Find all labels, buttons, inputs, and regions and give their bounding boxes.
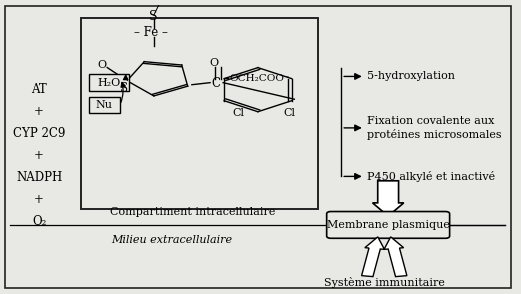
Text: /: /	[154, 4, 158, 17]
Text: H₂O: H₂O	[97, 78, 120, 88]
Text: S: S	[150, 10, 158, 23]
Text: 5-hydroxylation: 5-hydroxylation	[367, 71, 455, 81]
Text: O₂: O₂	[32, 216, 46, 228]
Text: Fixation covalente aux
protéines microsomales: Fixation covalente aux protéines microso…	[367, 116, 502, 140]
Text: Cl: Cl	[233, 108, 245, 118]
FancyBboxPatch shape	[89, 74, 129, 91]
Text: Membrane plasmique: Membrane plasmique	[327, 220, 450, 230]
Text: OCH₂COO⁻: OCH₂COO⁻	[229, 74, 290, 83]
Bar	[81, 18, 318, 209]
Polygon shape	[384, 237, 407, 277]
Text: O: O	[97, 60, 107, 70]
Text: Cl: Cl	[283, 108, 295, 118]
Text: Nu: Nu	[96, 100, 113, 110]
Text: AT: AT	[31, 83, 47, 96]
Text: P450 alkylé et inactivé: P450 alkylé et inactivé	[367, 171, 495, 182]
Polygon shape	[362, 237, 384, 277]
Text: C: C	[212, 77, 221, 90]
Text: CYP 2C9: CYP 2C9	[13, 127, 65, 140]
Text: Système immunitaire: Système immunitaire	[324, 277, 444, 288]
Text: +: +	[34, 149, 44, 162]
Text: – Fe –: – Fe –	[134, 26, 168, 39]
Text: Compartiment intracellulaire: Compartiment intracellulaire	[110, 207, 276, 217]
Text: O: O	[209, 58, 218, 68]
Polygon shape	[373, 181, 404, 216]
Text: NADPH: NADPH	[16, 171, 62, 184]
FancyBboxPatch shape	[89, 97, 120, 113]
Text: Milieu extracellulaire: Milieu extracellulaire	[111, 235, 232, 245]
FancyBboxPatch shape	[327, 212, 450, 238]
Text: +: +	[34, 105, 44, 118]
Text: +: +	[34, 193, 44, 206]
Text: S: S	[120, 82, 129, 95]
